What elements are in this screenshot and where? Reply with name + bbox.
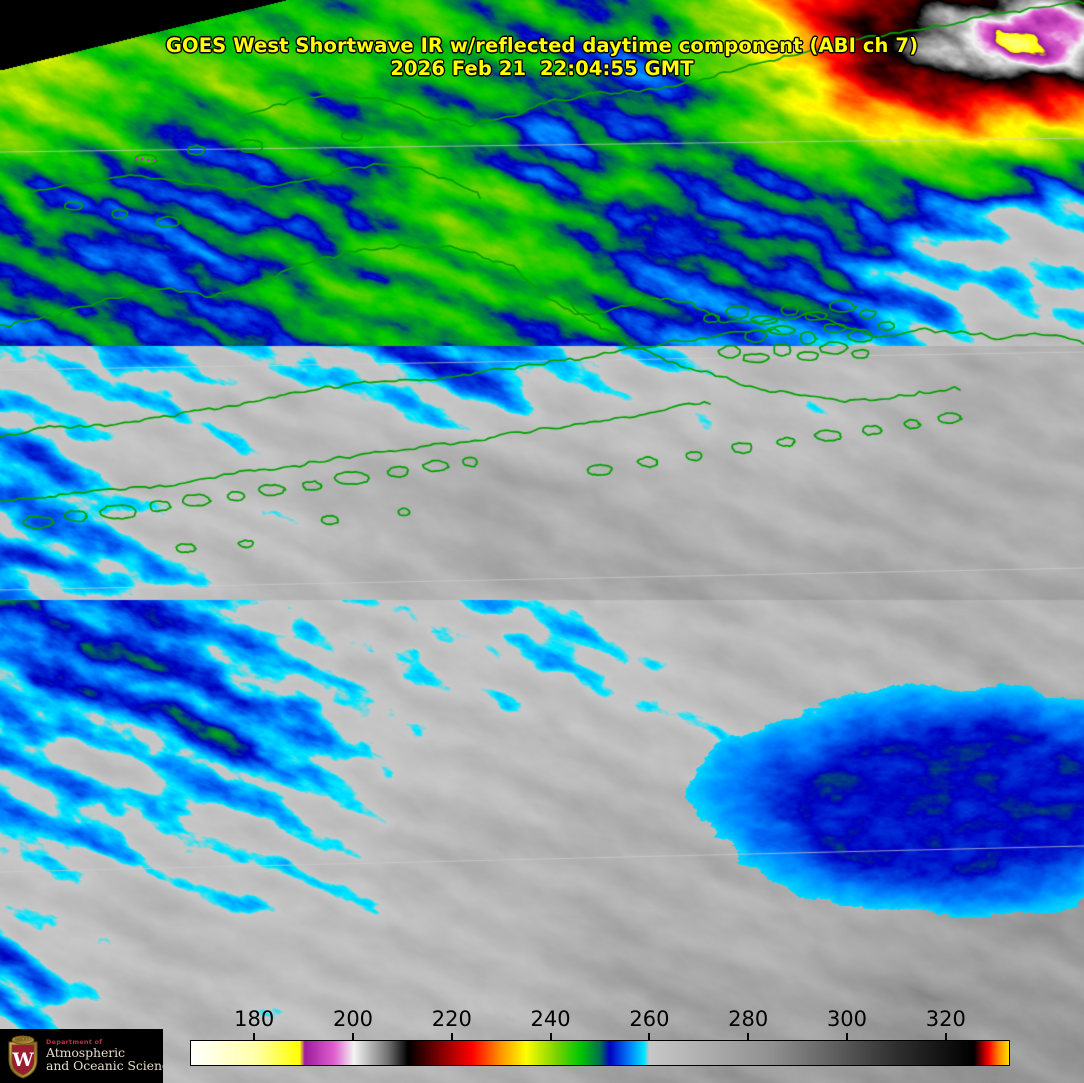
- svg-text:W: W: [11, 1049, 34, 1071]
- colorbar-tick-label: 220: [431, 1007, 472, 1031]
- colorbar-gradient-canvas: [191, 1041, 1009, 1065]
- logo-department-label: Department of: [46, 1038, 103, 1047]
- logo-name-line-1: Atmospheric: [46, 1044, 125, 1060]
- colorbar-tick-labels: 180 200 220 240 260 280 300 320: [0, 1004, 1084, 1034]
- logo-text-block: Department of Atmospheric and Oceanic Sc…: [46, 1039, 163, 1073]
- colorbar-tick-mark: [549, 1033, 552, 1042]
- colorbar-tick-label: 180: [234, 1007, 275, 1031]
- uw-crest-icon: W: [3, 1032, 43, 1080]
- colorbar-tick-mark: [352, 1033, 354, 1042]
- colorbar-tick-label: 260: [629, 1007, 670, 1031]
- colorbar-tick-label: 240: [530, 1007, 571, 1031]
- colorbar-tick-mark: [253, 1033, 256, 1042]
- colorbar-tick-label: 320: [925, 1007, 966, 1031]
- colorbar-tick-marks: [0, 1033, 1084, 1042]
- colorbar-tick-mark: [648, 1033, 651, 1042]
- colorbar-tick-label: 200: [332, 1007, 374, 1031]
- colorbar-tick-label: 300: [826, 1007, 868, 1031]
- colorbar-tick-label: 280: [728, 1007, 769, 1031]
- colorbar-group: 180 200 220 240 260 280 300 320: [0, 1004, 1084, 1083]
- uw-aos-logo: W Department of Atmospheric and Oceanic …: [0, 1029, 163, 1083]
- colorbar-tick-mark: [747, 1033, 750, 1042]
- colorbar-tick-mark: [845, 1033, 848, 1042]
- colorbar-tick-mark: [450, 1033, 453, 1042]
- logo-name-line-2: and Oceanic Sciences: [46, 1058, 163, 1074]
- colorbar-gradient: [190, 1040, 1010, 1066]
- colorbar-tick-mark: [944, 1033, 947, 1042]
